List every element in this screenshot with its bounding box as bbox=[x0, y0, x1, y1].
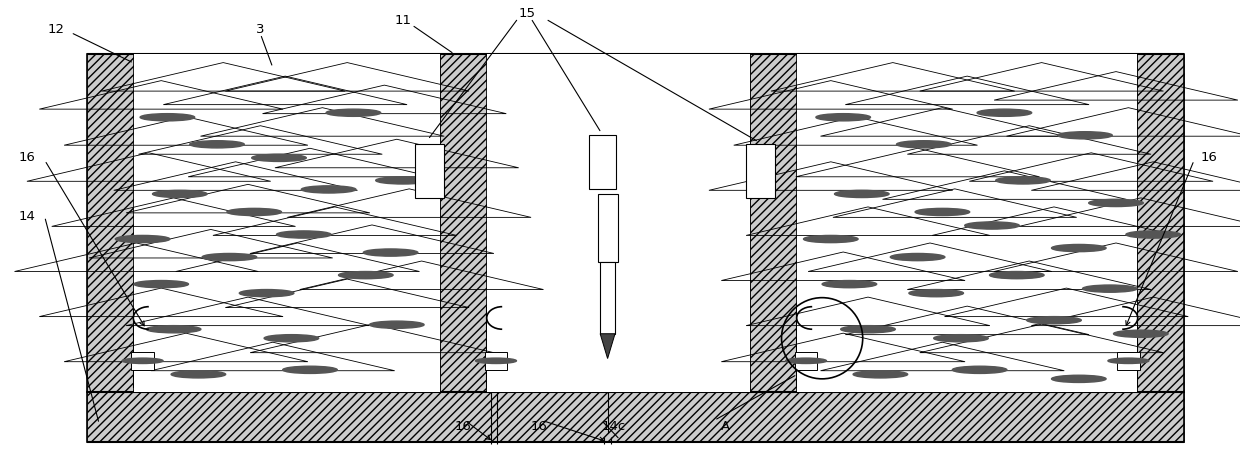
Ellipse shape bbox=[1089, 199, 1143, 207]
Ellipse shape bbox=[115, 235, 170, 243]
Ellipse shape bbox=[804, 235, 858, 243]
Ellipse shape bbox=[890, 253, 945, 261]
Ellipse shape bbox=[853, 371, 908, 378]
Ellipse shape bbox=[476, 358, 516, 364]
Ellipse shape bbox=[816, 114, 870, 121]
Text: 15: 15 bbox=[518, 7, 536, 20]
Ellipse shape bbox=[363, 249, 418, 256]
Ellipse shape bbox=[252, 154, 306, 161]
Ellipse shape bbox=[146, 326, 201, 333]
Ellipse shape bbox=[202, 253, 257, 261]
Text: 16: 16 bbox=[1200, 152, 1218, 164]
Bar bbox=[87, 392, 1184, 442]
Ellipse shape bbox=[277, 231, 331, 238]
Bar bbox=[131, 352, 154, 370]
Ellipse shape bbox=[786, 358, 826, 364]
Bar bbox=[598, 194, 618, 262]
Ellipse shape bbox=[1114, 330, 1168, 337]
Ellipse shape bbox=[1027, 317, 1081, 324]
Text: A: A bbox=[720, 420, 730, 433]
Bar bbox=[1137, 54, 1184, 392]
Ellipse shape bbox=[123, 358, 162, 364]
Ellipse shape bbox=[140, 114, 195, 121]
Ellipse shape bbox=[190, 141, 244, 148]
Ellipse shape bbox=[1052, 244, 1106, 252]
Bar bbox=[87, 54, 134, 392]
Ellipse shape bbox=[1126, 231, 1180, 238]
Ellipse shape bbox=[977, 109, 1032, 116]
Ellipse shape bbox=[1052, 375, 1106, 382]
Bar bbox=[87, 54, 134, 392]
Ellipse shape bbox=[934, 335, 988, 342]
Bar bbox=[415, 144, 444, 198]
Ellipse shape bbox=[996, 177, 1050, 184]
Bar bbox=[1117, 352, 1140, 370]
Bar bbox=[750, 54, 797, 392]
Ellipse shape bbox=[1083, 285, 1137, 292]
Ellipse shape bbox=[376, 177, 430, 184]
Ellipse shape bbox=[227, 208, 281, 216]
Ellipse shape bbox=[339, 272, 393, 279]
Ellipse shape bbox=[301, 186, 356, 193]
Text: 16: 16 bbox=[19, 152, 36, 164]
Text: 3: 3 bbox=[257, 23, 264, 36]
Text: 12: 12 bbox=[47, 23, 64, 36]
Ellipse shape bbox=[841, 326, 895, 333]
Text: 14: 14 bbox=[19, 210, 36, 223]
Ellipse shape bbox=[1058, 132, 1112, 139]
Bar bbox=[589, 135, 616, 189]
Ellipse shape bbox=[1109, 358, 1148, 364]
Ellipse shape bbox=[822, 281, 877, 288]
Text: 16: 16 bbox=[454, 420, 471, 433]
Ellipse shape bbox=[835, 190, 889, 198]
Ellipse shape bbox=[264, 335, 319, 342]
Bar bbox=[750, 54, 797, 392]
Bar bbox=[87, 392, 1184, 442]
Ellipse shape bbox=[283, 366, 337, 373]
Bar bbox=[440, 54, 487, 392]
Polygon shape bbox=[600, 334, 615, 359]
Ellipse shape bbox=[990, 272, 1044, 279]
Ellipse shape bbox=[171, 371, 226, 378]
Ellipse shape bbox=[239, 290, 294, 297]
Ellipse shape bbox=[915, 208, 970, 216]
Ellipse shape bbox=[326, 109, 381, 116]
Text: 11: 11 bbox=[394, 14, 412, 27]
Bar bbox=[797, 54, 1137, 392]
Ellipse shape bbox=[952, 366, 1007, 373]
Bar bbox=[487, 54, 750, 392]
Bar bbox=[600, 262, 615, 334]
Bar bbox=[1137, 54, 1184, 392]
Ellipse shape bbox=[897, 141, 951, 148]
Ellipse shape bbox=[965, 222, 1019, 229]
Ellipse shape bbox=[134, 281, 188, 288]
Text: 16: 16 bbox=[531, 420, 548, 433]
Ellipse shape bbox=[153, 190, 207, 198]
Ellipse shape bbox=[370, 321, 424, 328]
Bar bbox=[440, 54, 487, 392]
Bar bbox=[795, 352, 817, 370]
Text: 14c: 14c bbox=[601, 420, 626, 433]
Bar bbox=[746, 144, 775, 198]
Bar bbox=[134, 54, 440, 392]
Ellipse shape bbox=[909, 290, 963, 297]
Bar bbox=[485, 352, 507, 370]
